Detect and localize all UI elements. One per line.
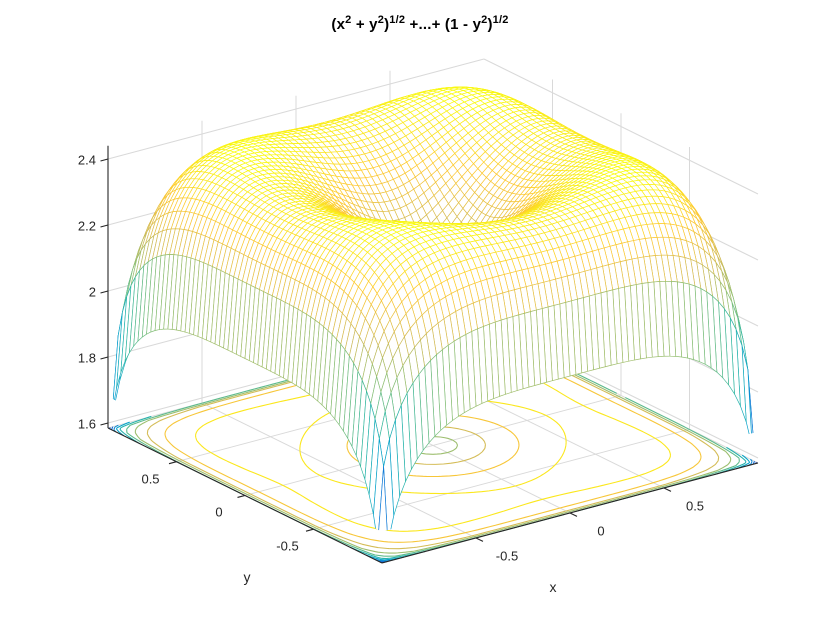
y-tick-label: -0.5 (276, 538, 299, 554)
title-text: ) (384, 16, 390, 33)
y-axis-label: y (243, 569, 251, 585)
title-superscript: 1/2 (492, 14, 509, 26)
y-tick-label: 0 (215, 504, 223, 520)
x-tick-label: 0 (597, 523, 605, 539)
title-text: + y (351, 16, 378, 33)
z-tick-label: 1.8 (77, 350, 96, 366)
title-text: ) (487, 16, 493, 33)
title-superscript: 1/2 (389, 14, 406, 26)
title-superscript: 2 (345, 14, 352, 26)
x-tick-label: 0.5 (685, 498, 705, 514)
x-tick-label: -0.5 (495, 548, 519, 564)
title-superscript: 2 (481, 14, 488, 26)
title-superscript: 2 (377, 14, 385, 26)
z-tick-label: 1.6 (77, 416, 96, 432)
z-tick-label: 2.2 (77, 218, 96, 234)
x-axis-label: x (549, 579, 557, 595)
z-tick-label: 2.4 (77, 152, 96, 168)
y-tick-label: 0.5 (141, 471, 160, 487)
plot-title: (x2 + y2)1/2 +...+ (1 - y2)1/2 (0, 14, 840, 33)
title-text: +...+ (1 - y (405, 16, 482, 33)
title-text: (x (331, 16, 346, 33)
z-tick-label: 2 (88, 284, 96, 300)
